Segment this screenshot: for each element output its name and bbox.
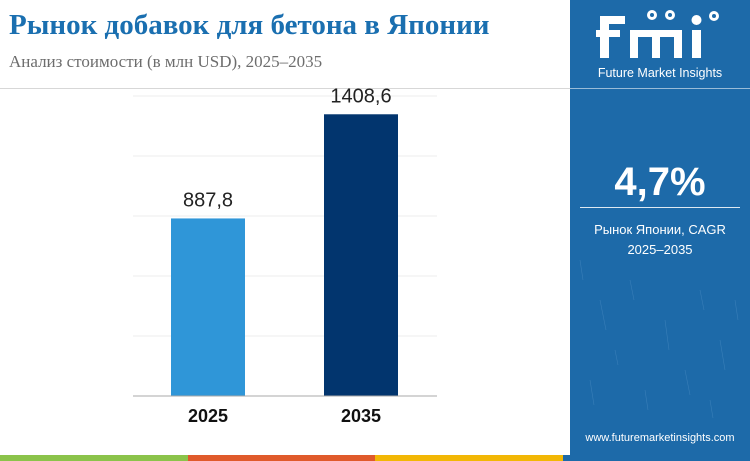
value-label-2025: 887,8 xyxy=(183,189,233,211)
sidebar-divider xyxy=(570,88,750,89)
website-link[interactable]: www.futuremarketinsights.com xyxy=(585,432,735,444)
cagr-label: Рынок Японии, CAGR 2025–2035 xyxy=(570,220,750,260)
footer-segment xyxy=(375,455,563,461)
header-divider xyxy=(0,88,570,89)
globe-icon xyxy=(650,13,716,18)
bar-2025 xyxy=(171,218,245,396)
fmi-logo-icon xyxy=(596,10,719,58)
value-label-2035: 1408,6 xyxy=(330,85,391,107)
brand-name: Future Market Insights xyxy=(597,66,723,80)
x-tick-labels: 2025 2035 xyxy=(188,406,381,426)
x-tick-2035: 2035 xyxy=(341,406,381,426)
footer-segment xyxy=(0,455,188,461)
x-tick-2025: 2025 xyxy=(188,406,228,426)
sidebar: Future Market Insights 4,7% Рынок Японии… xyxy=(570,0,750,455)
cagr-value: 4,7% xyxy=(614,160,706,204)
footer-segment xyxy=(562,455,750,461)
bars xyxy=(171,114,398,396)
bar-chart: 887,8 1408,6 2025 2035 xyxy=(133,85,437,426)
page-subtitle: Анализ стоимости (в млн USD), 2025–2035 xyxy=(9,52,323,71)
sidebar-texture xyxy=(579,259,739,419)
footer-color-bar xyxy=(0,455,750,461)
cagr-label-line2: 2025–2035 xyxy=(627,242,693,257)
page-title: Рынок добавок для бетона в Японии xyxy=(9,9,490,41)
bar-2035 xyxy=(324,114,398,396)
value-labels: 887,8 1408,6 xyxy=(183,85,392,211)
chart-panel: Рынок добавок для бетона в Японии Анализ… xyxy=(0,9,570,426)
cagr-label-line1: Рынок Японии, CAGR xyxy=(594,222,726,237)
cagr-divider xyxy=(580,207,740,208)
footer-segment xyxy=(187,455,375,461)
